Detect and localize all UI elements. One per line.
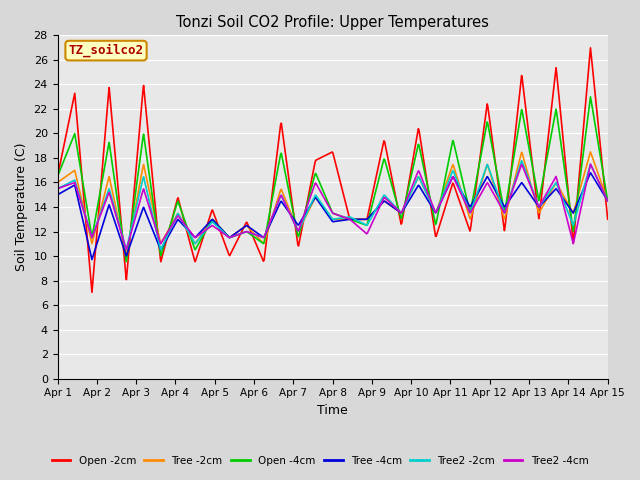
Text: TZ_soilco2: TZ_soilco2 [68,44,143,57]
X-axis label: Time: Time [317,404,348,417]
Y-axis label: Soil Temperature (C): Soil Temperature (C) [15,143,28,271]
Title: Tonzi Soil CO2 Profile: Upper Temperatures: Tonzi Soil CO2 Profile: Upper Temperatur… [176,15,489,30]
Legend: Open -2cm, Tree -2cm, Open -4cm, Tree -4cm, Tree2 -2cm, Tree2 -4cm: Open -2cm, Tree -2cm, Open -4cm, Tree -4… [47,452,593,470]
